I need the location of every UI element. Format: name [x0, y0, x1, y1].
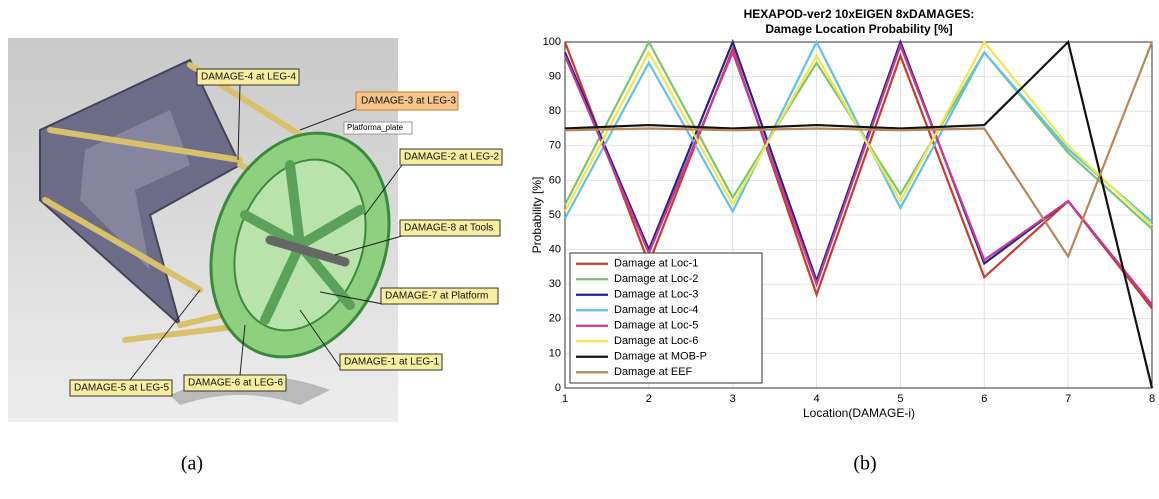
legend-label: Damage at Loc-2	[614, 273, 698, 285]
chart-subtitle: Damage Location Probability [%]	[765, 22, 952, 36]
cad-label: DAMAGE-7 at Platform	[381, 288, 498, 304]
label-text: DAMAGE-5 at LEG-5	[74, 383, 169, 394]
x-tick-label: 6	[981, 393, 987, 405]
y-tick-label: 60	[549, 174, 561, 186]
legend-label: Damage at EEF	[614, 366, 693, 378]
x-axis-label: Location(DAMAGE-i)	[803, 406, 915, 420]
cad-label: Platforma_plate	[344, 122, 412, 134]
x-tick-label: 8	[1149, 393, 1155, 405]
label-text: Platforma_plate	[347, 123, 404, 132]
cad-label: DAMAGE-2 at LEG-2	[400, 149, 502, 165]
chart-title: HEXAPOD-ver2 10xEIGEN 8xDAMAGES:	[744, 7, 975, 21]
cad-label: DAMAGE-8 at Tools	[400, 220, 500, 236]
legend-label: Damage at Loc-6	[614, 335, 698, 347]
y-tick-label: 50	[549, 209, 561, 221]
x-tick-label: 3	[730, 393, 736, 405]
y-axis-label: Probability [%]	[530, 177, 544, 254]
cad-label: DAMAGE-3 at LEG-3	[356, 92, 458, 110]
y-tick-label: 80	[549, 105, 561, 117]
cad-label: DAMAGE-4 at LEG-4	[197, 69, 299, 85]
cad-label: DAMAGE-6 at LEG-6	[184, 375, 286, 391]
label-text: DAMAGE-1 at LEG-1	[344, 357, 439, 368]
y-tick-label: 0	[555, 382, 561, 394]
y-tick-label: 30	[549, 278, 561, 290]
y-tick-label: 40	[549, 244, 561, 256]
legend-label: Damage at MOB-P	[614, 351, 707, 363]
caption: (a)	[181, 453, 203, 475]
legend-label: Damage at Loc-3	[614, 289, 698, 301]
x-tick-label: 5	[897, 393, 903, 405]
y-tick-label: 20	[549, 313, 561, 325]
y-tick-label: 70	[549, 140, 561, 152]
legend-label: Damage at Loc-5	[614, 320, 698, 332]
label-text: DAMAGE-6 at LEG-6	[188, 378, 283, 389]
y-tick-label: 100	[543, 36, 561, 48]
y-tick-label: 10	[549, 347, 561, 359]
legend-label: Damage at Loc-4	[614, 304, 698, 316]
label-text: DAMAGE-4 at LEG-4	[201, 72, 296, 83]
legend-label: Damage at Loc-1	[614, 258, 698, 270]
y-tick-label: 90	[549, 71, 561, 83]
label-text: DAMAGE-3 at LEG-3	[361, 96, 456, 107]
caption: (b)	[853, 453, 876, 475]
cad-label: DAMAGE-5 at LEG-5	[70, 380, 172, 396]
label-text: DAMAGE-2 at LEG-2	[404, 152, 499, 163]
legend: Damage at Loc-1 Damage at Loc-2 Damage at …	[570, 253, 762, 383]
x-tick-label: 7	[1065, 393, 1071, 405]
label-text: DAMAGE-7 at Platform	[385, 291, 488, 302]
page: {"panel_a": {"labels": ["DAMAGE-4 at LEG…	[0, 0, 1159, 494]
label-text: DAMAGE-8 at Tools	[404, 223, 493, 234]
x-tick-label: 1	[562, 393, 568, 405]
cad-label: DAMAGE-1 at LEG-1	[340, 354, 442, 370]
figure: DAMAGE-4 at LEG-4 DAMAGE-3 at LEG-3 Plat…	[0, 0, 1159, 494]
x-tick-label: 4	[814, 393, 820, 405]
x-tick-label: 2	[646, 393, 652, 405]
